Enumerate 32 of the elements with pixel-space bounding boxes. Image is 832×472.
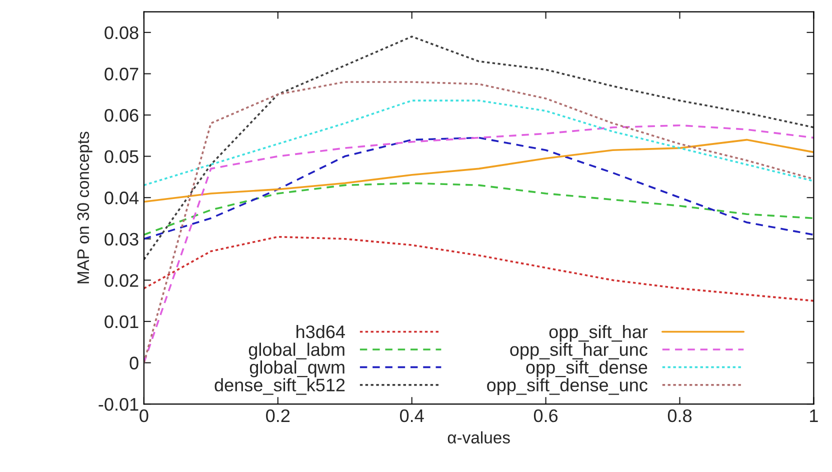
legend-label: global_qwm	[250, 360, 344, 378]
x-tick-label: 0.6	[534, 409, 558, 422]
y-tick-label: 0.05	[104, 150, 138, 164]
line-series	[144, 236, 814, 302]
line-series	[144, 36, 814, 260]
y-tick-label: 0	[130, 356, 138, 370]
y-tick-label: 0.08	[104, 26, 138, 40]
legend-label: opp_sift_har_unc	[510, 342, 648, 360]
y-tick-label: 0.06	[104, 108, 138, 122]
legend-label: dense_sift_k512	[214, 378, 345, 395]
legend-label: opp_sift_dense_unc	[487, 378, 648, 396]
x-tick-label: 0.2	[266, 409, 290, 422]
y-tick-label: 0.01	[104, 315, 138, 328]
line-series	[144, 182, 814, 236]
legend-label: global_labm	[248, 342, 344, 360]
line-series	[144, 136, 814, 240]
x-tick-label: 0	[140, 409, 148, 422]
line-series	[144, 100, 814, 186]
line-series	[144, 138, 814, 203]
y-axis-title: MAP on 30 concepts	[77, 132, 92, 284]
x-tick-label: 0.4	[400, 409, 424, 422]
legend-label: opp_sift_har	[549, 324, 648, 342]
y-tick-label: 0.04	[104, 192, 139, 204]
legend-label: h3d64	[296, 324, 345, 338]
x-axis-title: α-values	[448, 431, 510, 444]
y-tick-label: -0.01	[98, 398, 138, 411]
legend-label: opp_sift_dense	[526, 360, 648, 378]
y-tick-label: 0.02	[104, 274, 138, 287]
x-tick-label: 1	[810, 410, 818, 422]
y-tick-label: 0.07	[104, 68, 138, 80]
x-tick-label: 0.8	[668, 409, 692, 422]
y-tick-label: 0.03	[104, 232, 138, 246]
